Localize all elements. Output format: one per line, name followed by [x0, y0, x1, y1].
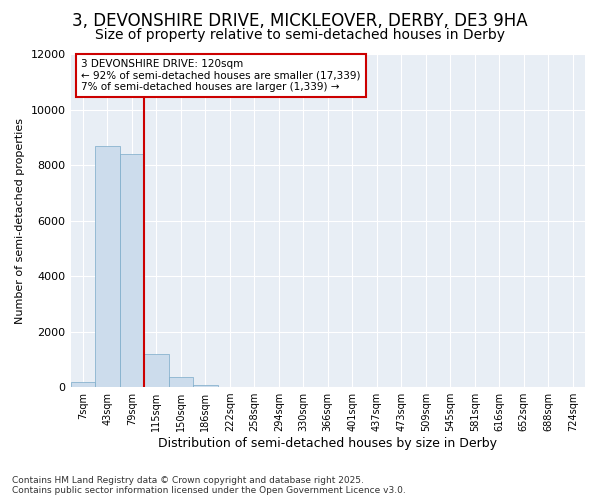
Text: 3 DEVONSHIRE DRIVE: 120sqm
← 92% of semi-detached houses are smaller (17,339)
7%: 3 DEVONSHIRE DRIVE: 120sqm ← 92% of semi… [81, 59, 361, 92]
Bar [71, 382, 95, 387]
Bar [193, 385, 218, 387]
Bar [144, 354, 169, 387]
Text: 3, DEVONSHIRE DRIVE, MICKLEOVER, DERBY, DE3 9HA: 3, DEVONSHIRE DRIVE, MICKLEOVER, DERBY, … [72, 12, 528, 30]
Y-axis label: Number of semi-detached properties: Number of semi-detached properties [15, 118, 25, 324]
Text: Size of property relative to semi-detached houses in Derby: Size of property relative to semi-detach… [95, 28, 505, 42]
Bar [95, 146, 119, 387]
Bar [119, 154, 144, 387]
X-axis label: Distribution of semi-detached houses by size in Derby: Distribution of semi-detached houses by … [158, 437, 497, 450]
Text: Contains HM Land Registry data © Crown copyright and database right 2025.
Contai: Contains HM Land Registry data © Crown c… [12, 476, 406, 495]
Bar [169, 378, 193, 387]
Bar [218, 386, 242, 387]
